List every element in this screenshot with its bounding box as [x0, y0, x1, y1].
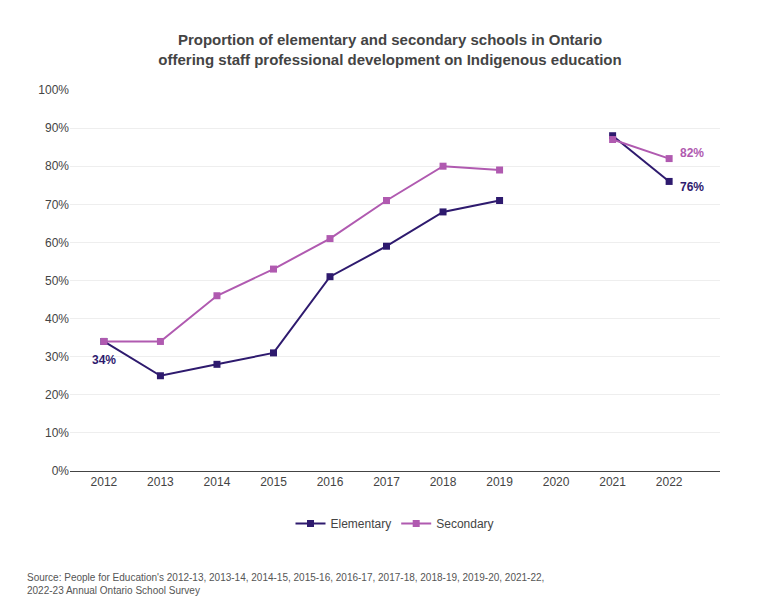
svg-text:60%: 60% [45, 236, 69, 250]
svg-text:2019: 2019 [486, 475, 513, 489]
svg-text:10%: 10% [45, 426, 69, 440]
svg-text:70%: 70% [45, 198, 69, 212]
svg-text:2021: 2021 [599, 475, 626, 489]
svg-text:50%: 50% [45, 274, 69, 288]
svg-text:40%: 40% [45, 312, 69, 326]
svg-text:80%: 80% [45, 159, 69, 173]
svg-text:2015: 2015 [260, 475, 287, 489]
svg-text:2017: 2017 [373, 475, 400, 489]
svg-text:76%: 76% [680, 180, 704, 194]
svg-text:90%: 90% [45, 121, 69, 135]
svg-text:2022: 2022 [656, 475, 683, 489]
svg-text:2012: 2012 [91, 475, 118, 489]
svg-text:Elementary: Elementary [331, 517, 392, 531]
svg-text:Source: People for Education's: Source: People for Education's 2012-13, … [27, 572, 544, 596]
svg-text:2016: 2016 [317, 475, 344, 489]
svg-text:Secondary: Secondary [436, 517, 493, 531]
svg-text:100%: 100% [38, 83, 69, 97]
svg-text:82%: 82% [680, 146, 704, 160]
svg-text:0%: 0% [52, 464, 70, 478]
svg-text:2014: 2014 [204, 475, 231, 489]
svg-text:Proportion of elementary and s: Proportion of elementary and secondary s… [158, 31, 621, 68]
svg-text:30%: 30% [45, 350, 69, 364]
svg-text:2020: 2020 [543, 475, 570, 489]
svg-text:2013: 2013 [147, 475, 174, 489]
svg-text:2018: 2018 [430, 475, 457, 489]
svg-text:34%: 34% [92, 353, 116, 367]
svg-text:20%: 20% [45, 388, 69, 402]
